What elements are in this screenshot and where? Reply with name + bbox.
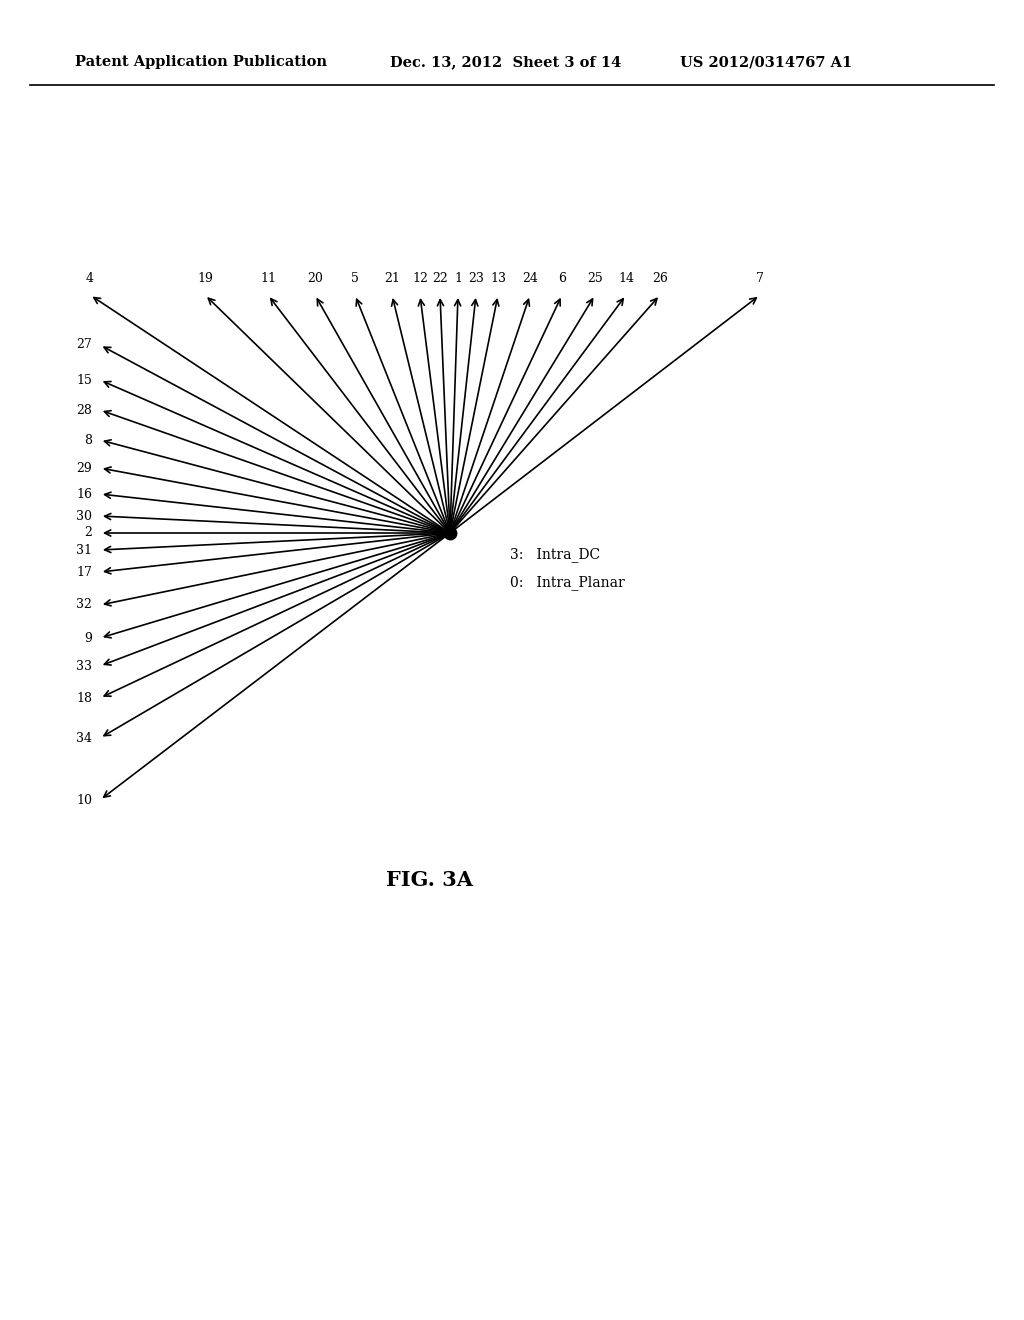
Text: 19: 19 — [197, 272, 213, 285]
Text: 4: 4 — [86, 272, 94, 285]
Text: 32: 32 — [76, 598, 92, 611]
Text: US 2012/0314767 A1: US 2012/0314767 A1 — [680, 55, 852, 69]
Text: 26: 26 — [652, 272, 668, 285]
Text: 25: 25 — [587, 272, 603, 285]
Text: Patent Application Publication: Patent Application Publication — [75, 55, 327, 69]
Text: 18: 18 — [76, 692, 92, 705]
Text: 6: 6 — [558, 272, 566, 285]
Text: 13: 13 — [490, 272, 506, 285]
Text: 24: 24 — [522, 272, 538, 285]
Text: 22: 22 — [432, 272, 447, 285]
Text: 8: 8 — [84, 433, 92, 446]
Text: 5: 5 — [351, 272, 359, 285]
Text: 1: 1 — [454, 272, 462, 285]
Text: Dec. 13, 2012  Sheet 3 of 14: Dec. 13, 2012 Sheet 3 of 14 — [390, 55, 622, 69]
Text: 11: 11 — [260, 272, 276, 285]
Text: 23: 23 — [468, 272, 484, 285]
Text: 33: 33 — [76, 660, 92, 672]
Text: 27: 27 — [76, 338, 92, 351]
Text: 17: 17 — [76, 565, 92, 578]
Text: 31: 31 — [76, 544, 92, 557]
Text: 16: 16 — [76, 487, 92, 500]
Text: 3:   Intra_DC: 3: Intra_DC — [510, 548, 600, 562]
Text: 9: 9 — [84, 631, 92, 644]
Text: 2: 2 — [84, 527, 92, 540]
Text: 15: 15 — [76, 374, 92, 387]
Text: 7: 7 — [756, 272, 764, 285]
Text: 14: 14 — [618, 272, 634, 285]
Text: 29: 29 — [76, 462, 92, 474]
Text: 21: 21 — [384, 272, 400, 285]
Text: 12: 12 — [412, 272, 428, 285]
Text: 28: 28 — [76, 404, 92, 417]
Text: 20: 20 — [307, 272, 323, 285]
Text: 34: 34 — [76, 731, 92, 744]
Text: FIG. 3A: FIG. 3A — [386, 870, 473, 890]
Text: 0:   Intra_Planar: 0: Intra_Planar — [510, 576, 625, 590]
Text: 10: 10 — [76, 793, 92, 807]
Text: 30: 30 — [76, 510, 92, 523]
